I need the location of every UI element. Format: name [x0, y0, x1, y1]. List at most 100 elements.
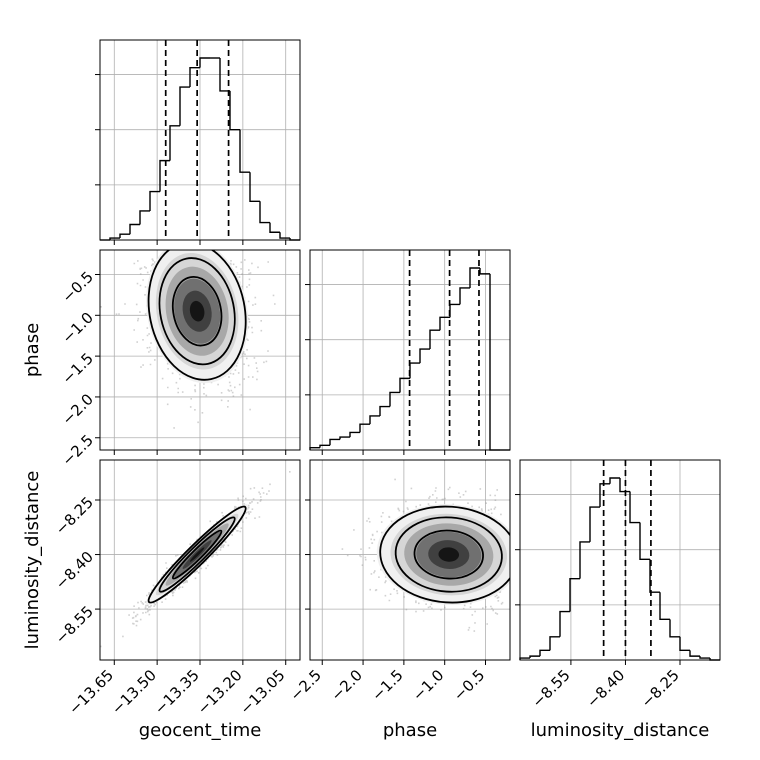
hist-bar-geocent-time-4 — [139, 210, 150, 225]
hist-bar-geocent-time-18 — [279, 232, 290, 239]
x-tick-label-geocent-time-2: −13.35 — [151, 666, 203, 718]
hist-bar-geocent-time-7 — [169, 125, 180, 161]
hist-bar-phase-6 — [369, 415, 380, 425]
contour-luminosity-distance-vs-phase-1 — [394, 516, 503, 593]
hist-bar-geocent-time-2 — [119, 233, 130, 239]
x-tick-label-geocent-time-0: −13.65 — [65, 666, 117, 718]
hist-bar-phase-15 — [459, 287, 470, 305]
hist-bar-luminosity-distance-9 — [609, 477, 620, 484]
hist-bar-luminosity-distance-5 — [569, 577, 580, 612]
contour-luminosity-distance-vs-geocent-time-2 — [171, 529, 223, 580]
hist-bar-luminosity-distance-4 — [559, 610, 570, 637]
hist-bar-luminosity-distance-10 — [619, 478, 630, 493]
y-tick-label-luminosity-distance-0: −8.55 — [52, 602, 97, 647]
hist-bar-geocent-time-1 — [109, 237, 120, 240]
hist-bar-luminosity-distance-17 — [689, 650, 700, 657]
hist-bar-luminosity-distance-12 — [639, 522, 650, 561]
hist-bar-phase-9 — [399, 377, 410, 393]
hist-bar-phase-14 — [449, 303, 460, 318]
hist-bar-phase-12 — [429, 329, 440, 350]
frame-panel-1-1 — [309, 249, 511, 451]
hist-bar-luminosity-distance-1 — [529, 655, 540, 659]
hist-bar-geocent-time-16 — [259, 201, 270, 224]
hist-bar-luminosity-distance-6 — [579, 541, 590, 579]
x-axis-label-geocent-time: geocent_time — [139, 720, 262, 741]
hist-bar-geocent-time-6 — [159, 159, 170, 192]
density-level-luminosity-distance-vs-geocent-time-5 — [189, 547, 205, 562]
contour-luminosity-distance-vs-geocent-time-1 — [158, 516, 236, 593]
contour-phase-vs-geocent-time-2 — [171, 276, 223, 347]
y-tick-label-phase-2: −1.5 — [59, 349, 97, 387]
hist-bar-geocent-time-15 — [249, 172, 260, 202]
x-tick-label-geocent-time-4: −13.05 — [237, 666, 289, 718]
x-axis-label-luminosity-distance: luminosity_distance — [531, 720, 710, 741]
hist-bar-phase-8 — [389, 391, 400, 407]
hist-bar-geocent-time-12 — [219, 58, 230, 92]
contour-phase-vs-geocent-time-0 — [147, 250, 247, 381]
hist-bar-phase-5 — [359, 423, 370, 433]
hist-bar-phase-18 — [489, 273, 500, 451]
hist-bar-luminosity-distance-15 — [669, 619, 680, 638]
contour-phase-vs-geocent-time-1 — [158, 257, 236, 366]
hist-bar-phase-11 — [419, 348, 430, 364]
hist-bar-geocent-time-14 — [239, 129, 250, 173]
y-tick-label-phase-3: −1.0 — [59, 309, 97, 347]
y-tick-label-phase-0: −2.5 — [59, 431, 97, 469]
density-luminosity-distance-vs-phase — [376, 504, 510, 605]
labels-layer: geocent_time phase luminosity_distance p… — [22, 268, 709, 741]
hist-bar-luminosity-distance-16 — [679, 636, 690, 652]
hist-bar-geocent-time-9 — [189, 66, 200, 88]
x-tick-label-geocent-time-1: −13.50 — [108, 666, 160, 718]
hist-bar-geocent-time-5 — [149, 190, 160, 211]
hist-bar-phase-3 — [339, 436, 350, 440]
hist-bar-geocent-time-10 — [199, 57, 210, 68]
frame-panel-2-1 — [309, 459, 511, 661]
y-axis-label-luminosity-distance: luminosity_distance — [22, 471, 43, 650]
hist-bar-luminosity-distance-3 — [549, 636, 560, 651]
x-tick-label-luminosity-distance-0: −8.55 — [528, 666, 573, 711]
x-tick-label-geocent-time-3: −13.20 — [194, 666, 246, 718]
hist-bar-phase-17 — [479, 268, 490, 275]
x-tick-label-phase-3: −1.0 — [409, 666, 447, 704]
x-tick-label-luminosity-distance-2: −8.25 — [638, 666, 683, 711]
hist-bar-phase-16 — [469, 267, 480, 288]
hist-bar-luminosity-distance-14 — [659, 592, 670, 621]
density-layer — [146, 250, 510, 605]
hist-bar-luminosity-distance-13 — [649, 559, 660, 593]
frame-panel-2-2 — [519, 459, 721, 661]
hist-bar-geocent-time-3 — [129, 223, 140, 235]
x-tick-label-luminosity-distance-1: −8.40 — [583, 666, 628, 711]
hist-bar-phase-4 — [349, 431, 360, 438]
contour-luminosity-distance-vs-phase-0 — [379, 505, 510, 604]
hist-bar-geocent-time-8 — [179, 86, 190, 126]
x-tick-label-phase-2: −1.5 — [368, 666, 406, 704]
y-tick-label-luminosity-distance-1: −8.40 — [52, 548, 97, 593]
hist-bar-geocent-time-17 — [269, 222, 280, 233]
hist-bar-luminosity-distance-7 — [589, 506, 600, 542]
y-tick-label-luminosity-distance-2: −8.25 — [52, 493, 97, 538]
hist-bar-phase-7 — [379, 405, 390, 416]
density-level-luminosity-distance-vs-phase-5 — [438, 547, 460, 562]
hist-bar-phase-10 — [409, 362, 420, 379]
hist-bar-luminosity-distance-11 — [629, 491, 640, 524]
x-tick-label-phase-4: −0.5 — [450, 666, 488, 704]
y-axis-label-phase: phase — [22, 323, 43, 377]
hist-bar-phase-13 — [439, 316, 450, 331]
hist-bar-luminosity-distance-8 — [599, 483, 610, 508]
hist-bar-luminosity-distance-2 — [539, 649, 550, 657]
marks-layer — [100, 40, 720, 661]
y-tick-label-phase-1: −2.0 — [59, 390, 97, 428]
frames-layer — [95, 39, 721, 665]
hist-bar-luminosity-distance-18 — [699, 656, 710, 659]
hist-bar-geocent-time-13 — [229, 90, 240, 131]
density-level-phase-vs-geocent-time-5 — [189, 300, 205, 322]
y-tick-label-phase-4: −0.5 — [59, 268, 97, 306]
density-luminosity-distance-vs-geocent-time — [146, 504, 249, 605]
x-tick-label-phase-0: −2.5 — [287, 666, 325, 704]
hist-bar-phase-1 — [319, 444, 330, 448]
contour-luminosity-distance-vs-geocent-time-0 — [147, 505, 247, 604]
x-tick-label-phase-1: −2.0 — [327, 666, 365, 704]
x-axis-label-phase: phase — [383, 720, 437, 741]
density-phase-vs-geocent-time — [146, 250, 249, 384]
